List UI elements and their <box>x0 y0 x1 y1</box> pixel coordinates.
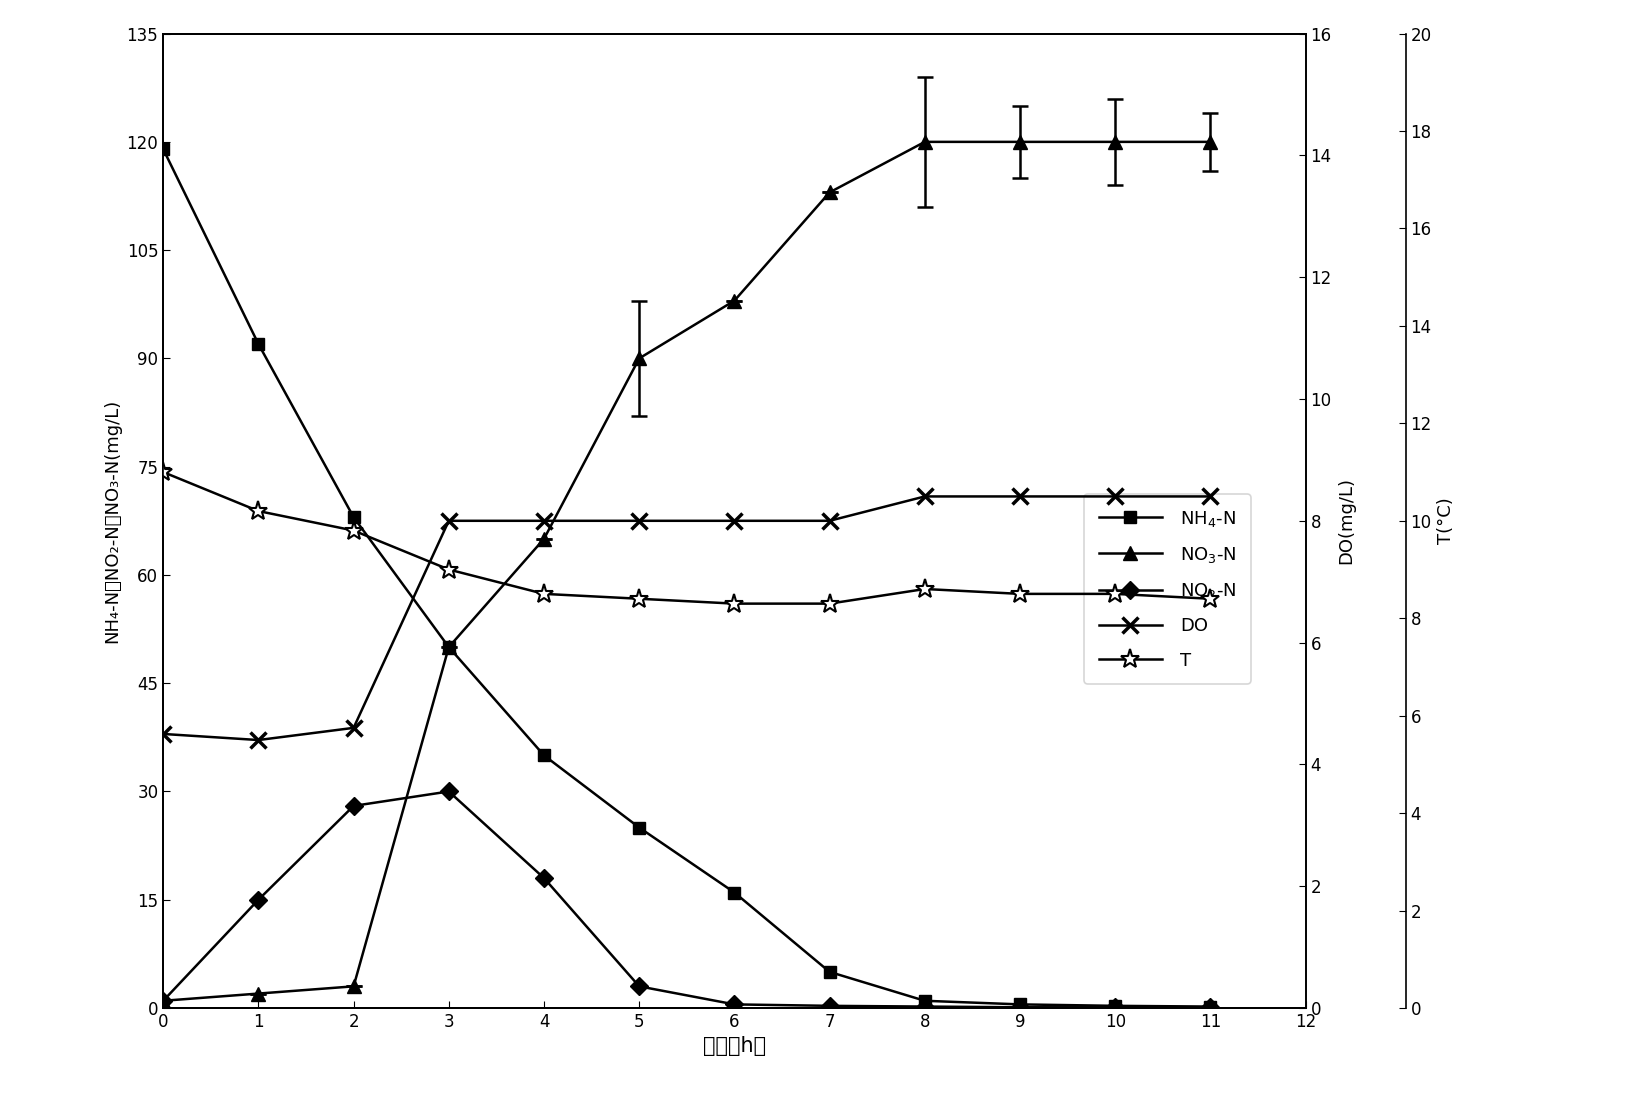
Y-axis label: DO(mg/L): DO(mg/L) <box>1337 477 1355 564</box>
Legend: $\mathregular{NH_4}$-N, $\mathregular{NO_3}$-N, $\mathregular{NO_2}$-N, DO, T: $\mathregular{NH_4}$-N, $\mathregular{NO… <box>1084 494 1250 684</box>
Y-axis label: T(°C): T(°C) <box>1438 497 1456 544</box>
Y-axis label: NH₄-N，NO₂-N，NO₃-N(mg/L): NH₄-N，NO₂-N，NO₃-N(mg/L) <box>103 399 121 643</box>
X-axis label: 时间（h）: 时间（h） <box>703 1036 765 1056</box>
